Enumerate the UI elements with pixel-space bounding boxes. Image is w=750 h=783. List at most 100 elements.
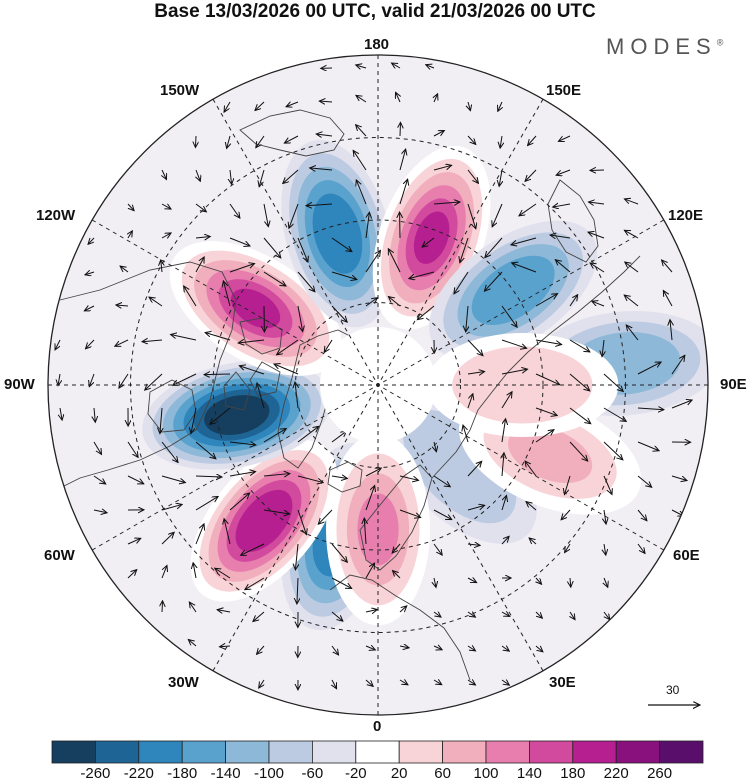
wind-vector xyxy=(316,134,333,136)
wind-vector xyxy=(434,94,438,103)
wind-vector xyxy=(88,237,95,244)
wind-vector xyxy=(365,468,381,477)
wind-vector xyxy=(331,431,347,443)
wind-vector xyxy=(570,577,571,587)
wind-vector xyxy=(161,260,162,273)
wind-vector xyxy=(603,441,623,460)
canadian-archipelago-coast xyxy=(223,317,283,411)
wind-vector xyxy=(161,565,167,579)
wind-vector xyxy=(58,373,60,386)
wind-vector xyxy=(229,203,240,218)
wind-vector xyxy=(388,249,401,273)
wind-vector xyxy=(602,339,604,357)
wind-vector xyxy=(331,237,352,252)
wind-vector xyxy=(637,475,652,487)
wind-vector xyxy=(535,294,558,307)
wind-vector xyxy=(263,203,268,227)
colorbar-tick-label: 140 xyxy=(516,765,542,782)
wind-vector xyxy=(558,135,571,141)
wind-vector xyxy=(519,203,537,216)
lon-label-150e: 150E xyxy=(546,82,582,99)
wind-vector xyxy=(625,262,639,273)
anomaly-contour xyxy=(230,288,281,329)
wind-vector xyxy=(535,373,560,385)
wind-vector xyxy=(553,204,571,207)
lat-lon-grid xyxy=(48,55,708,715)
wind-vector xyxy=(365,250,380,273)
wind-vector xyxy=(588,232,605,239)
wind-vector xyxy=(555,260,571,273)
wind-vector xyxy=(399,179,408,205)
wind-vector xyxy=(263,271,286,286)
wind-vector xyxy=(671,475,687,481)
colorbar-tick-label: -180 xyxy=(167,765,198,782)
wind-vector xyxy=(189,602,197,613)
wind-vector xyxy=(224,101,231,112)
anomaly-contour xyxy=(485,267,541,314)
wind-vector xyxy=(569,407,591,424)
wind-vector xyxy=(662,260,673,273)
wind-vector xyxy=(297,237,308,262)
wind-vector xyxy=(637,441,659,451)
wind-vector xyxy=(535,645,543,652)
wind-vector xyxy=(332,679,337,689)
anomaly-contour xyxy=(508,426,593,483)
colorbar-tick-label: -140 xyxy=(210,765,241,782)
colorbar-box xyxy=(355,740,400,764)
colorbar-tick-label: 20 xyxy=(390,765,408,782)
anomaly-center xyxy=(429,220,598,360)
wind-vector xyxy=(525,461,537,477)
wind-vector xyxy=(467,646,476,651)
colorbar-box xyxy=(225,740,270,764)
wind-vector xyxy=(238,340,265,343)
colorbar-box xyxy=(311,740,357,764)
colorbar-box xyxy=(51,740,96,764)
wind-vector xyxy=(93,510,107,513)
wind-vector xyxy=(204,374,231,375)
wind-vector xyxy=(195,496,218,511)
wind-vector xyxy=(224,519,231,545)
wind-vector xyxy=(297,577,298,604)
lon-label-180: 180 xyxy=(364,36,390,53)
colorbar-tick-label: 260 xyxy=(647,765,673,782)
greenland-coast xyxy=(277,329,357,469)
wind-vector xyxy=(485,237,503,258)
wind-vector xyxy=(115,339,129,346)
wind-vector xyxy=(535,407,557,416)
colorbar-box xyxy=(615,740,661,764)
colorbar-box xyxy=(529,740,574,764)
wind-vector xyxy=(603,407,626,421)
wind-vector xyxy=(569,339,590,352)
wind-vector xyxy=(161,233,171,238)
wind-vector xyxy=(297,271,315,292)
anomaly-center xyxy=(382,389,537,544)
wind-vector xyxy=(297,509,306,535)
wind-vector xyxy=(467,680,476,685)
wind-vector xyxy=(433,509,452,520)
wind-vector xyxy=(365,646,375,650)
scandinavia-coast xyxy=(359,464,433,571)
wind-vector xyxy=(219,646,231,647)
wind-vector xyxy=(556,169,571,175)
wind-vector xyxy=(356,95,367,103)
colorbar-tick-label: 100 xyxy=(473,765,499,782)
wind-vector xyxy=(223,281,231,307)
colorbar-box xyxy=(95,740,140,764)
wind-vector xyxy=(501,680,509,685)
wind-vector xyxy=(277,339,299,355)
wind-vector xyxy=(215,568,231,579)
wind-vector xyxy=(671,355,685,375)
wind-vector xyxy=(484,271,503,291)
wind-vector xyxy=(529,538,537,545)
wind-vector xyxy=(229,472,256,477)
wind-vector xyxy=(297,426,319,443)
lon-label-30e: 30E xyxy=(549,674,576,691)
wind-vector xyxy=(116,305,129,306)
wind-vector xyxy=(467,169,478,183)
wind-vector xyxy=(274,364,299,375)
wind-vector xyxy=(535,430,554,443)
wind-vector xyxy=(127,475,144,484)
north-america-coast xyxy=(59,261,237,489)
wind-vector xyxy=(85,272,95,275)
